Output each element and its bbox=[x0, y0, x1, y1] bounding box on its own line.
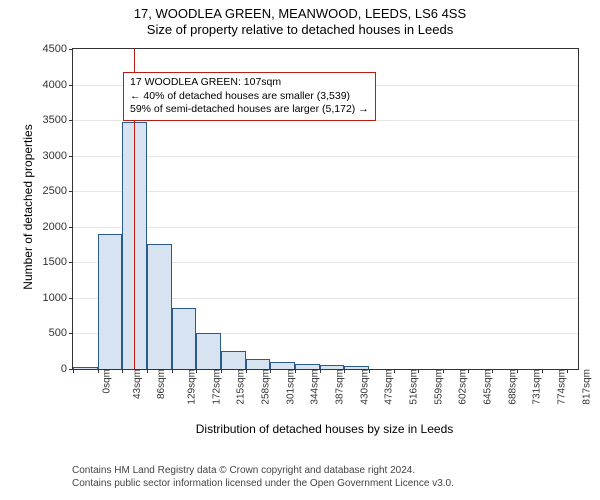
histogram-bar bbox=[246, 359, 271, 369]
xtick-mark bbox=[196, 369, 197, 373]
ytick-label: 4000 bbox=[43, 79, 67, 91]
xtick-mark bbox=[567, 369, 568, 373]
histogram-bar bbox=[73, 367, 98, 369]
xtick-label: 43sqm bbox=[132, 369, 143, 399]
gridline bbox=[73, 191, 578, 192]
xtick-label: 516sqm bbox=[409, 369, 420, 405]
x-axis-label: Distribution of detached houses by size … bbox=[72, 422, 577, 436]
xtick-mark bbox=[98, 369, 99, 373]
chart-title-2: Size of property relative to detached ho… bbox=[0, 22, 600, 37]
xtick-label: 258sqm bbox=[261, 369, 272, 405]
xtick-mark bbox=[320, 369, 321, 373]
ytick-mark bbox=[69, 262, 73, 263]
footer-line-1: Contains HM Land Registry data © Crown c… bbox=[72, 465, 454, 478]
xtick-label: 86sqm bbox=[156, 369, 167, 399]
xtick-mark bbox=[246, 369, 247, 373]
y-axis-label: Number of detached properties bbox=[21, 107, 35, 307]
annotation-line-3: 59% of semi-detached houses are larger (… bbox=[130, 103, 369, 117]
xtick-label: 817sqm bbox=[581, 369, 592, 405]
annotation-box: 17 WOODLEA GREEN: 107sqm← 40% of detache… bbox=[123, 72, 376, 121]
xtick-mark bbox=[542, 369, 543, 373]
xtick-mark bbox=[344, 369, 345, 373]
ytick-mark bbox=[69, 191, 73, 192]
xtick-mark bbox=[73, 369, 74, 373]
footer-attribution: Contains HM Land Registry data © Crown c… bbox=[72, 465, 454, 490]
histogram-bar bbox=[270, 362, 295, 369]
xtick-label: 172sqm bbox=[211, 369, 222, 405]
xtick-label: 645sqm bbox=[483, 369, 494, 405]
ytick-mark bbox=[69, 227, 73, 228]
xtick-mark bbox=[221, 369, 222, 373]
footer-line-2: Contains public sector information licen… bbox=[72, 478, 454, 491]
ytick-label: 500 bbox=[49, 327, 67, 339]
xtick-mark bbox=[147, 369, 148, 373]
xtick-label: 602sqm bbox=[458, 369, 469, 405]
ytick-mark bbox=[69, 85, 73, 86]
annotation-line-2: ← 40% of detached houses are smaller (3,… bbox=[130, 90, 369, 104]
xtick-mark bbox=[492, 369, 493, 373]
xtick-label: 301sqm bbox=[285, 369, 296, 405]
ytick-mark bbox=[69, 333, 73, 334]
ytick-label: 3500 bbox=[43, 114, 67, 126]
xtick-mark bbox=[369, 369, 370, 373]
histogram-bar bbox=[147, 244, 172, 369]
histogram-bar bbox=[98, 234, 123, 369]
xtick-mark bbox=[122, 369, 123, 373]
ytick-label: 4500 bbox=[43, 43, 67, 55]
xtick-mark bbox=[394, 369, 395, 373]
ytick-mark bbox=[69, 298, 73, 299]
plot-area: 0500100015002000250030003500400045000sqm… bbox=[72, 48, 579, 370]
ytick-mark bbox=[69, 49, 73, 50]
xtick-mark bbox=[270, 369, 271, 373]
xtick-label: 430sqm bbox=[359, 369, 370, 405]
ytick-mark bbox=[69, 120, 73, 121]
xtick-mark bbox=[172, 369, 173, 373]
xtick-label: 387sqm bbox=[335, 369, 346, 405]
histogram-bar bbox=[172, 308, 197, 369]
xtick-mark bbox=[295, 369, 296, 373]
xtick-label: 473sqm bbox=[384, 369, 395, 405]
xtick-label: 559sqm bbox=[433, 369, 444, 405]
gridline bbox=[73, 227, 578, 228]
xtick-mark bbox=[418, 369, 419, 373]
xtick-mark bbox=[443, 369, 444, 373]
chart-container: 17, WOODLEA GREEN, MEANWOOD, LEEDS, LS6 … bbox=[0, 0, 600, 500]
xtick-label: 688sqm bbox=[507, 369, 518, 405]
ytick-label: 3000 bbox=[43, 150, 67, 162]
ytick-label: 1000 bbox=[43, 292, 67, 304]
xtick-label: 215sqm bbox=[236, 369, 247, 405]
ytick-label: 2500 bbox=[43, 185, 67, 197]
xtick-label: 731sqm bbox=[532, 369, 543, 405]
annotation-line-1: 17 WOODLEA GREEN: 107sqm bbox=[130, 76, 369, 90]
xtick-label: 0sqm bbox=[101, 369, 112, 393]
xtick-mark bbox=[468, 369, 469, 373]
gridline bbox=[73, 156, 578, 157]
ytick-label: 0 bbox=[61, 363, 67, 375]
chart-title-1: 17, WOODLEA GREEN, MEANWOOD, LEEDS, LS6 … bbox=[0, 6, 600, 21]
histogram-bar bbox=[196, 333, 221, 369]
xtick-label: 129sqm bbox=[187, 369, 198, 405]
xtick-label: 774sqm bbox=[557, 369, 568, 405]
ytick-mark bbox=[69, 156, 73, 157]
xtick-label: 344sqm bbox=[310, 369, 321, 405]
histogram-bar bbox=[221, 351, 246, 369]
ytick-label: 1500 bbox=[43, 256, 67, 268]
xtick-mark bbox=[517, 369, 518, 373]
ytick-label: 2000 bbox=[43, 221, 67, 233]
